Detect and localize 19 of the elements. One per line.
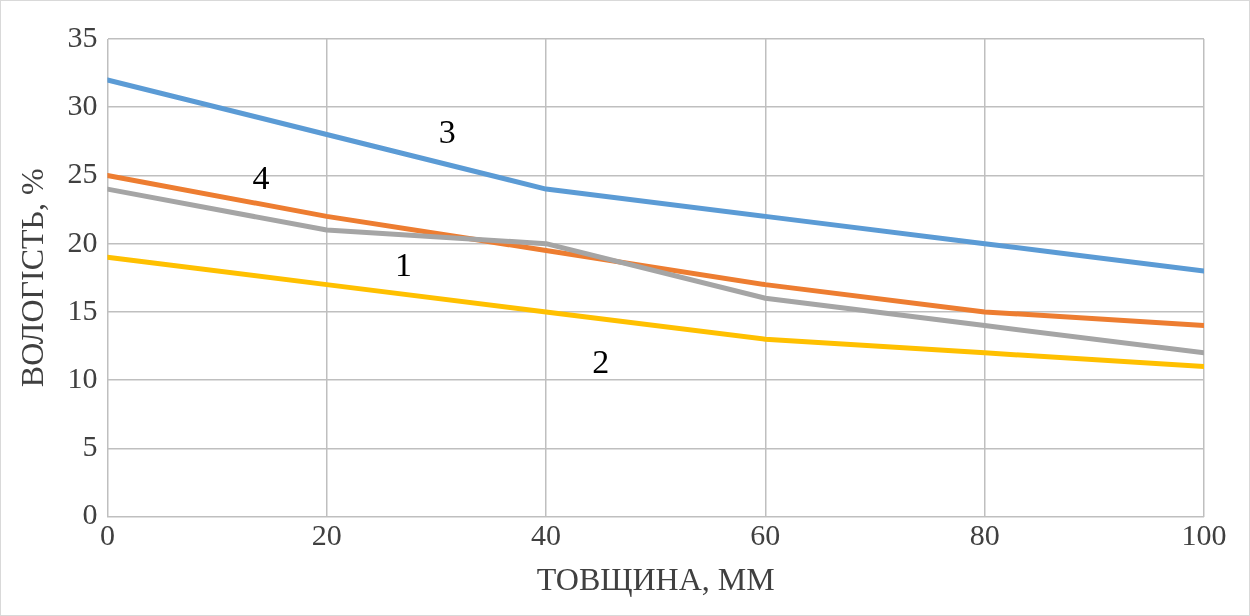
y-tick-label: 5 xyxy=(82,429,98,463)
x-axis-title: ТОВЩИНА, ММ xyxy=(536,561,775,598)
y-tick-label: 35 xyxy=(67,19,98,53)
y-tick-label: 0 xyxy=(82,497,98,531)
y-tick-label: 25 xyxy=(67,156,98,190)
y-tick-label: 20 xyxy=(67,224,98,258)
y-tick-label: 10 xyxy=(67,361,98,395)
x-tick-label: 60 xyxy=(750,518,781,552)
y-tick-label: 30 xyxy=(67,88,98,122)
series-label: 1 xyxy=(394,245,412,283)
series-label: 2 xyxy=(592,342,610,380)
x-tick-label: 20 xyxy=(311,518,342,552)
y-axis-title: ВОЛОГІСТЬ, % xyxy=(13,168,50,388)
y-tick-label: 15 xyxy=(67,292,98,326)
x-tick-label: 80 xyxy=(969,518,1000,552)
x-tick-label: 100 xyxy=(1181,518,1227,552)
series-label: 3 xyxy=(438,113,456,151)
series-label: 4 xyxy=(252,159,270,197)
x-tick-label: 40 xyxy=(531,518,562,552)
